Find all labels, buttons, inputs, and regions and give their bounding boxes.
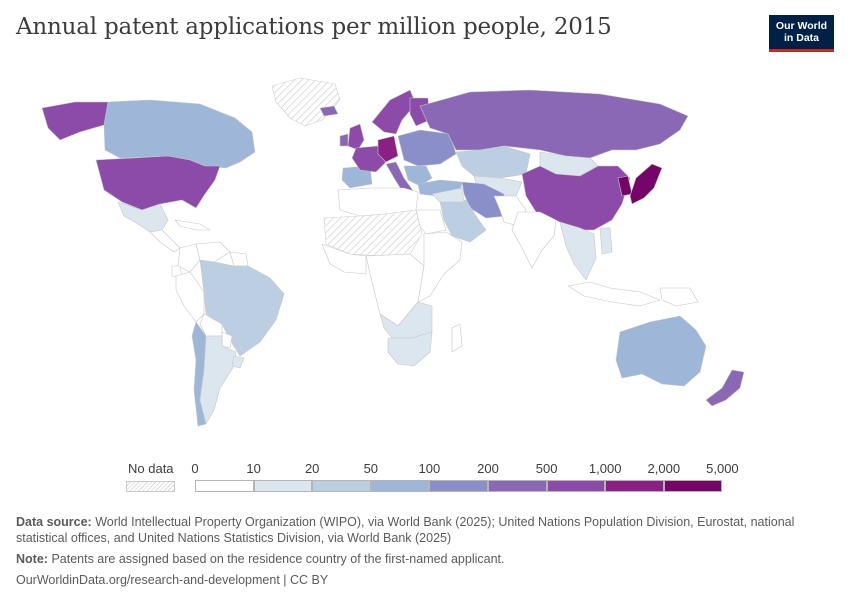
map-region-west-africa[interactable]: West Africa <box>321 243 367 275</box>
map-region-southeast-asia[interactable]: Southeast Asia <box>559 221 597 281</box>
map-region-central-america[interactable]: Central America <box>149 229 181 253</box>
map-region-papua-new-guinea[interactable]: Papua New Guinea <box>659 287 699 307</box>
note-label: Note: <box>16 552 48 566</box>
map-region-kazakhstan[interactable]: Kazakhstan <box>455 145 531 179</box>
map-region-guianas[interactable]: Guianas <box>229 251 249 267</box>
map-region-peru[interactable]: Peru <box>175 271 205 323</box>
legend-bin[interactable] <box>605 480 664 492</box>
data-source-text: World Intellectual Property Organization… <box>16 515 795 545</box>
map-region-iceland[interactable]: Iceland <box>319 105 339 117</box>
legend-tick-label: 10 <box>246 461 261 476</box>
source-url-link[interactable]: OurWorldinData.org/research-and-developm… <box>16 573 329 587</box>
legend-tick-label: 50 <box>363 461 379 476</box>
map-region-egypt[interactable]: Egypt <box>415 209 447 235</box>
data-source: Data source: World Intellectual Property… <box>16 514 836 546</box>
map-region-united-kingdom[interactable]: United Kingdom <box>347 123 365 151</box>
map-region-saudi-arabia[interactable]: Saudi Arabia <box>439 199 487 243</box>
chart-note: Note: Patents are assigned based on the … <box>16 551 836 567</box>
map-region-south-africa[interactable]: South Africa <box>387 331 433 367</box>
map-region-sahara-and-sahel[interactable]: Sahara and Sahel <box>323 209 423 257</box>
source-url[interactable]: OurWorldinData.org/research-and-developm… <box>16 572 836 588</box>
map-region-philippines[interactable]: Philippines <box>599 227 613 255</box>
legend-tick-label: 1,000 <box>588 461 622 476</box>
legend-tick-label: 100 <box>418 461 441 476</box>
owid-logo[interactable]: Our World in Data <box>769 15 834 52</box>
legend-bin[interactable] <box>370 480 430 492</box>
map-region-venezuela[interactable]: Venezuela <box>195 241 231 263</box>
legend-tick-label: 500 <box>535 461 558 476</box>
map-region-east-africa[interactable]: East Africa <box>417 231 463 303</box>
color-legend: No data 0 10 20 50 100 200 500 1,000 2,000 5,000 <box>0 458 850 498</box>
legend-bin[interactable] <box>488 480 547 492</box>
map-region-uruguay[interactable]: Uruguay <box>231 355 245 369</box>
map-region-india[interactable]: India <box>511 211 557 269</box>
map-region-greenland[interactable]: Greenland <box>271 77 341 127</box>
map-region-japan[interactable]: Japan <box>629 163 663 205</box>
map-region-brazil[interactable]: Brazil <box>199 259 285 357</box>
legend-tick-label: 5,000 <box>706 461 739 476</box>
legend-tick-label: 20 <box>304 461 320 476</box>
legend-tick-label: 200 <box>477 461 499 476</box>
legend-no-data-swatch[interactable] <box>126 481 175 492</box>
logo-line-1: Our World <box>775 20 828 32</box>
map-region-middle-east[interactable]: Middle East <box>431 187 465 203</box>
map-region-colombia[interactable]: Colombia <box>177 243 201 273</box>
map-region-iran[interactable]: Iran <box>461 181 507 219</box>
map-region-united-states[interactable]: United States <box>95 155 221 211</box>
legend-bin[interactable] <box>663 480 723 492</box>
map-region-new-zealand[interactable]: New Zealand <box>705 369 745 407</box>
chart-footer: Data source: World Intellectual Property… <box>16 514 836 593</box>
legend-bin[interactable] <box>253 480 313 492</box>
legend-no-data-label: No data <box>128 461 174 476</box>
note-text: Patents are assigned based on the reside… <box>51 552 505 566</box>
legend-bin[interactable] <box>312 480 371 492</box>
map-region-scandinavia[interactable]: Scandinavia <box>371 89 417 135</box>
logo-line-2: in Data <box>783 32 819 44</box>
map-region-argentina[interactable]: Argentina <box>199 335 237 425</box>
legend-bin[interactable] <box>546 480 606 492</box>
map-region-germany[interactable]: Germany <box>377 135 399 163</box>
map-region-ireland[interactable]: Ireland <box>339 133 349 147</box>
legend-tick-label: 2,000 <box>647 461 681 476</box>
map-region-australia[interactable]: Australia <box>615 315 707 387</box>
map-region-eastern-europe[interactable]: Eastern Europe <box>397 129 457 167</box>
chart-title: Annual patent applications per million p… <box>16 14 612 40</box>
world-map-svg[interactable]: CanadaUnited StatesAlaskaGreenlandMexico… <box>0 70 850 450</box>
legend-tick-label: 0 <box>191 461 199 476</box>
legend-bin[interactable] <box>429 480 488 492</box>
data-source-label: Data source: <box>16 515 92 529</box>
map-region-caribbean[interactable]: Caribbean <box>174 219 211 231</box>
map-region-indonesia[interactable]: Indonesia <box>567 281 661 307</box>
map-region-alaska[interactable]: Alaska <box>41 101 109 141</box>
map-region-madagascar[interactable]: Madagascar <box>451 323 463 353</box>
legend-bin[interactable] <box>195 480 254 492</box>
map-region-balkans[interactable]: Balkans <box>403 165 433 187</box>
map-region-russia[interactable]: Russia <box>419 89 689 159</box>
map-region-canada[interactable]: Canada <box>103 99 256 169</box>
world-map[interactable]: CanadaUnited StatesAlaskaGreenlandMexico… <box>0 70 850 450</box>
